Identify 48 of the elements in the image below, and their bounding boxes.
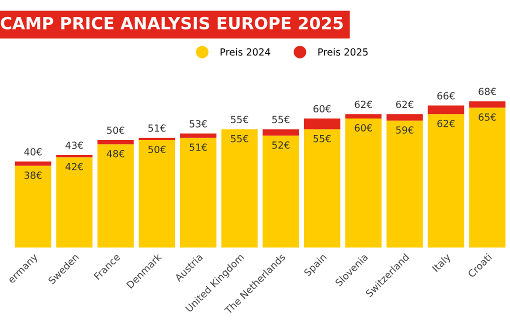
bar [14, 162, 52, 166]
data-label: 55€ [230, 134, 248, 142]
bar [386, 114, 423, 121]
data-label: 50€ [148, 146, 166, 154]
total-label: 53€ [190, 120, 207, 128]
total-label: 50€ [107, 126, 124, 134]
data-label: 55€ [314, 134, 331, 142]
bar [262, 136, 299, 248]
bar [56, 157, 92, 248]
bar [262, 129, 299, 136]
data-label: 65€ [478, 113, 496, 121]
bar [469, 108, 506, 248]
total-label: 66€ [437, 92, 455, 100]
bar [14, 166, 52, 248]
bar [138, 140, 176, 248]
chart-title: CAMP PRICE ANALYSIS EUROPE 2025 [0, 16, 343, 30]
data-label: 62€ [437, 120, 455, 128]
total-label: 68€ [478, 88, 496, 96]
bar [180, 134, 216, 138]
bar [97, 144, 134, 248]
bar [180, 138, 216, 248]
bar [386, 120, 423, 248]
data-label: 60€ [354, 124, 372, 132]
bar [428, 114, 464, 248]
bar [428, 106, 464, 114]
bar [221, 129, 258, 248]
bar [345, 118, 382, 248]
legend-label: Preis 2025 [318, 48, 368, 56]
data-label: 38€ [24, 172, 42, 179]
total-label: 51€ [148, 124, 166, 132]
total-label: 62€ [354, 100, 372, 108]
total-label: 62€ [396, 100, 414, 108]
total-label: 55€ [230, 116, 248, 124]
bar [304, 118, 340, 130]
bar [345, 114, 382, 118]
total-label: 55€ [272, 116, 290, 124]
bar [469, 101, 506, 108]
data-label: 59€ [396, 126, 414, 134]
data-label: 52€ [272, 141, 290, 149]
data-label: 42€ [66, 162, 83, 170]
bar [304, 129, 340, 248]
total-label: 60€ [314, 105, 331, 112]
bar [97, 140, 134, 144]
data-label: 51€ [190, 144, 207, 151]
total-label: 43€ [66, 142, 83, 149]
data-label: 48€ [106, 150, 124, 158]
legend-label: Preis 2024 [220, 48, 270, 56]
total-label: 40€ [24, 148, 42, 156]
